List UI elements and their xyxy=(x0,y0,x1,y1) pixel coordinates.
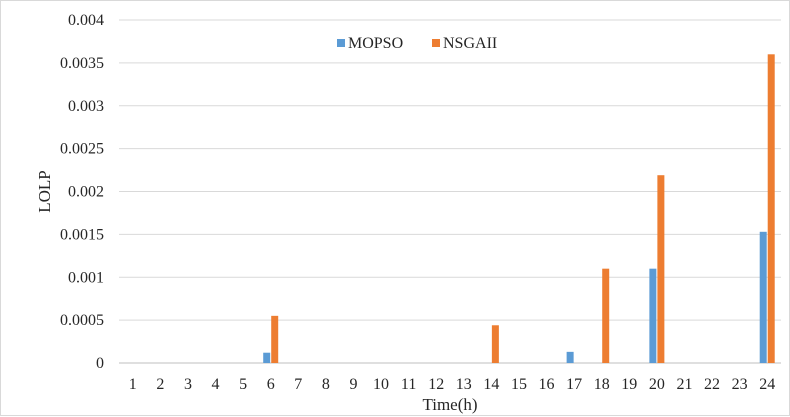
x-tick-label: 7 xyxy=(294,376,302,393)
x-tick-label: 8 xyxy=(322,376,330,393)
x-tick-label: 10 xyxy=(373,376,389,393)
x-tick-label: 9 xyxy=(349,376,357,393)
x-tick-label: 14 xyxy=(483,376,499,393)
x-tick-label: 17 xyxy=(566,376,582,393)
x-tick-label: 20 xyxy=(649,376,665,393)
x-tick-label: 11 xyxy=(401,376,416,393)
x-tick-label: 6 xyxy=(267,376,275,393)
x-tick-label: 18 xyxy=(594,376,610,393)
bars xyxy=(263,54,774,363)
x-tick-label: 24 xyxy=(759,376,775,393)
bar-nsgaii-18 xyxy=(602,269,609,363)
legend: MOPSO NSGAII xyxy=(337,35,497,52)
x-tick-label: 1 xyxy=(129,376,137,393)
bar-mopso-6 xyxy=(263,353,270,363)
y-tick-label: 0.0015 xyxy=(60,226,104,243)
x-tick-label: 13 xyxy=(456,376,472,393)
legend-swatch-nsgaii xyxy=(432,39,440,47)
bar-nsgaii-6 xyxy=(271,316,278,363)
y-tick-label: 0.0005 xyxy=(60,312,104,329)
y-tick-label: 0.0025 xyxy=(60,141,104,158)
x-tick-label: 16 xyxy=(539,376,555,393)
y-tick-label: 0.002 xyxy=(68,184,104,201)
x-tick-label: 12 xyxy=(428,376,444,393)
y-axis-title: LOLP xyxy=(35,170,54,213)
x-tick-label: 23 xyxy=(732,376,748,393)
x-axis-title: Time(h) xyxy=(422,395,477,414)
y-tick-label: 0.004 xyxy=(68,12,104,29)
y-tick-label: 0.0035 xyxy=(60,55,104,72)
bar-mopso-20 xyxy=(649,269,656,363)
legend-swatch-mopso xyxy=(337,39,345,47)
x-tick-label: 4 xyxy=(212,376,220,393)
x-tick-label: 22 xyxy=(704,376,720,393)
x-tick-label: 5 xyxy=(239,376,247,393)
legend-label-nsgaii: NSGAII xyxy=(443,35,497,52)
bar-nsgaii-14 xyxy=(492,325,499,363)
y-tick-label: 0.001 xyxy=(68,269,104,286)
x-tick-label: 15 xyxy=(511,376,527,393)
x-axis-ticks: 1 2 3 4 5 6 7 8 9 10 11 12 13 14 15 16 17 18 19 20 21 22 23 24 xyxy=(129,376,775,393)
x-tick-label: 21 xyxy=(676,376,692,393)
x-tick-label: 2 xyxy=(156,376,164,393)
bar-mopso-24 xyxy=(760,232,767,363)
bar-nsgaii-24 xyxy=(768,54,775,363)
x-tick-label: 19 xyxy=(621,376,637,393)
y-tick-label: 0.003 xyxy=(68,98,104,115)
x-tick-label: 3 xyxy=(184,376,192,393)
y-axis-ticks: 0 0.0005 0.001 0.0015 0.002 0.0025 0.003 0.0035… xyxy=(60,12,104,372)
legend-label-mopso: MOPSO xyxy=(348,35,403,52)
y-tick-label: 0 xyxy=(96,355,104,372)
bar-mopso-17 xyxy=(567,352,574,363)
bar-nsgaii-20 xyxy=(657,175,664,363)
gridlines xyxy=(119,20,781,363)
